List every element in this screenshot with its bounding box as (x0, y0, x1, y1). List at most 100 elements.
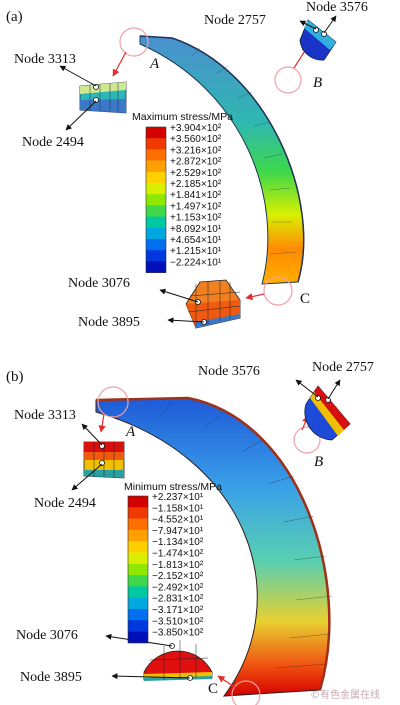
inset-section-C (185, 279, 241, 329)
arrow-node-3576-b (295, 379, 319, 398)
legend-value-label: −1.474×10² (152, 549, 204, 560)
legend-swatch (128, 620, 148, 632)
watermark: ©有色金属在线 (310, 688, 380, 701)
arrow-node-3313-b (81, 423, 103, 446)
node-3576-label-a: Node 3576 (306, 0, 368, 15)
inset-section-C-b (143, 640, 213, 681)
arrow-node-2757-b (327, 379, 341, 400)
point-B-label-b: B (314, 454, 323, 470)
legend-title-b: Minimum stress/MPa (124, 481, 222, 493)
legend-value-label: −4.552×10¹ (152, 515, 204, 526)
legend-value-label: +1.153×10² (170, 213, 222, 224)
node-3313-label-b: Node 3313 (14, 408, 76, 423)
arrow-node-3076-a (159, 288, 199, 303)
legend-swatch (128, 496, 148, 508)
red-arrow-A-b (98, 413, 106, 433)
arrow-node-3576-a (323, 15, 337, 34)
panel-a: (a) A B C (6, 0, 368, 330)
legend-swatch (128, 563, 148, 576)
legend-swatch (146, 127, 166, 139)
legend-value-label: +2.529×10² (170, 168, 222, 179)
legend-value-label: +1.497×10² (170, 201, 222, 212)
legend-swatch (146, 194, 166, 206)
legend-swatch (146, 171, 166, 184)
legend-value-label: −1.134×10² (152, 537, 204, 548)
legend-swatch (128, 575, 148, 587)
legend-border (127, 495, 149, 644)
legend-value-label: −2.224×10¹ (170, 257, 222, 268)
arrow-node-3313-a (59, 65, 97, 87)
beam-a (139, 35, 305, 285)
legend-swatch (128, 609, 148, 621)
inset-section-B-b (304, 385, 351, 441)
legend-swatch (128, 518, 148, 531)
legend-value-label: −3.510×10² (152, 616, 204, 627)
legend-value-label: −7.947×10¹ (152, 526, 204, 537)
legend-a: Maximum stress/MPa +3.904×10²+3.560×10²+… (132, 111, 233, 273)
legend-swatch (146, 205, 166, 217)
legend-swatch (146, 160, 166, 173)
arrow-node-3895-b (111, 673, 191, 680)
legend-swatch (146, 250, 166, 262)
point-A-label-b: A (125, 424, 136, 440)
point-C-label-b: C (208, 681, 218, 697)
node-3576-label-b: Node 3576 (198, 364, 260, 379)
legend-swatch (146, 261, 166, 273)
legend-swatch (128, 597, 148, 610)
node-3313-label-a: Node 3313 (14, 52, 76, 67)
arrow-node-2494-a (65, 100, 97, 131)
inset-section-A-b (83, 441, 125, 479)
legend-value-label: −3.850×10² (152, 628, 204, 639)
legend-value-label: +3.216×10² (170, 145, 222, 156)
legend-value-label: −2.492×10² (152, 582, 204, 593)
point-C-label: C (300, 291, 310, 307)
legend-swatch (146, 227, 166, 240)
node-3076-label-a: Node 3076 (68, 276, 130, 291)
callout-circle-B (274, 66, 302, 94)
legend-value-label: +2.237×10¹ (152, 492, 204, 503)
node-2757-label-b: Node 2757 (312, 360, 374, 375)
node-3895-label-a: Node 3895 (78, 315, 140, 330)
legend-border (145, 126, 167, 273)
red-arrow-A (112, 51, 127, 77)
inset-section-B (299, 19, 337, 61)
legend-swatch (146, 183, 166, 195)
legend-value-label: −1.158×10¹ (152, 503, 204, 514)
node-2757-label-a: Node 2757 (204, 13, 266, 28)
legend-value-label: +2.185×10² (170, 179, 222, 190)
node-3076-label-b: Node 3076 (16, 628, 78, 643)
legend-swatch (128, 507, 148, 519)
legend-swatch (128, 541, 148, 553)
legend-value-label: −3.171×10² (152, 605, 204, 616)
legend-title-a: Maximum stress/MPa (132, 111, 233, 123)
legend-value-label: +1.215×10¹ (170, 246, 222, 257)
legend-swatch (128, 529, 148, 542)
legend-value-label: +1.841×10² (170, 190, 222, 201)
legend-swatch (146, 239, 166, 251)
legend-swatch (128, 631, 148, 644)
legend-value-label: +3.904×10² (170, 123, 222, 134)
callout-circle-C (263, 276, 293, 306)
arrow-node-2757-a (299, 20, 317, 30)
legend-value-label: −2.831×10² (152, 594, 204, 605)
legend-value-label: +8.092×10¹ (170, 224, 222, 235)
arrow-node-3895-a (167, 317, 205, 324)
point-A-label: A (149, 56, 160, 72)
legend-swatch (146, 138, 166, 150)
node-2494-label-b: Node 2494 (34, 496, 96, 511)
legend-b: Minimum stress/MPa +2.237×10¹−1.158×10¹−… (124, 481, 222, 644)
legend-swatch (128, 586, 148, 598)
legend-value-label: +3.560×10² (170, 134, 222, 145)
legend-value-label: +4.654×10¹ (170, 235, 222, 246)
panel-a-label: (a) (6, 9, 23, 25)
legend-value-label: −1.813×10² (152, 560, 204, 571)
panel-b: (b) A B C (6, 360, 374, 705)
legend-value-label: −2.152×10² (152, 571, 204, 582)
callout-circle-C-b (231, 680, 261, 705)
red-arrow-C (245, 293, 265, 301)
inset-section-A (79, 81, 127, 114)
legend-value-label: +2.872×10² (170, 157, 222, 168)
panel-b-label: (b) (6, 369, 24, 385)
legend-swatch (146, 149, 166, 161)
callout-circle-B-b (293, 426, 321, 454)
